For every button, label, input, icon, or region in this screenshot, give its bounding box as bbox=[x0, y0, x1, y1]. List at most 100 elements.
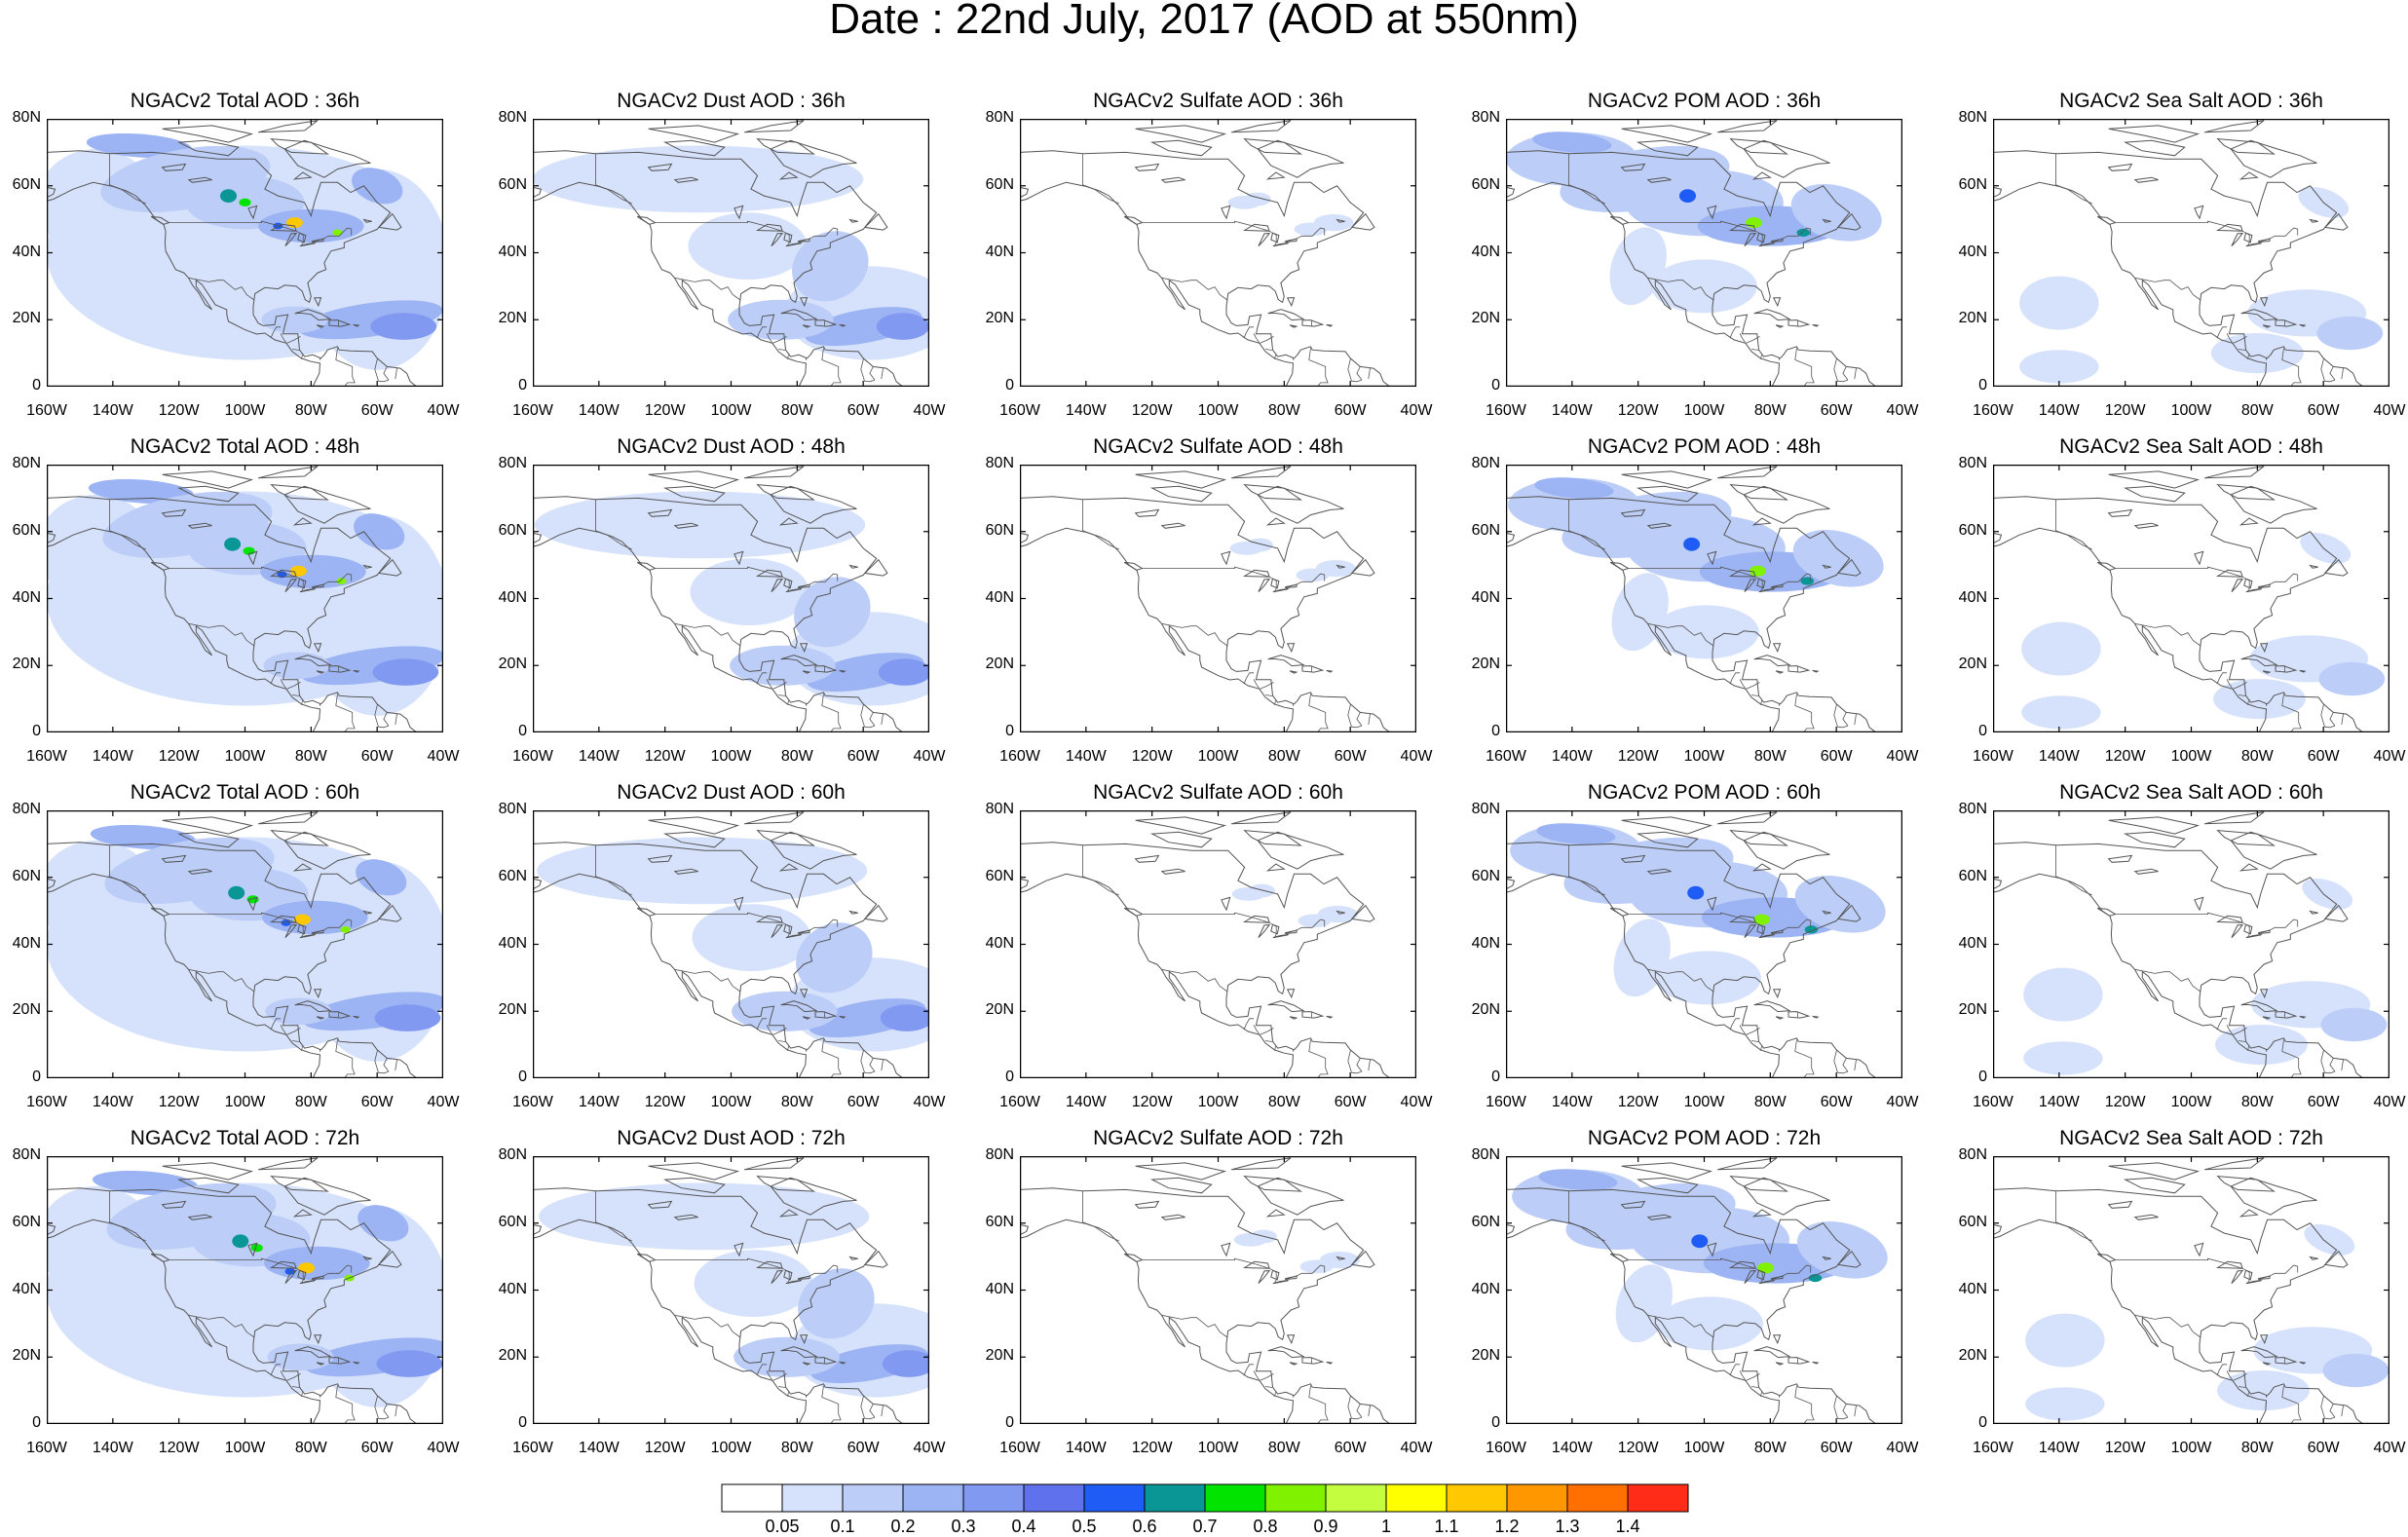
colorbar-swatch bbox=[1627, 1483, 1689, 1513]
aod-patch bbox=[374, 1004, 441, 1031]
lon-label: 160W bbox=[26, 1094, 67, 1110]
lon-label: 60W bbox=[1820, 748, 1853, 765]
lat-label: 20N bbox=[12, 1001, 41, 1019]
lat-label: 40N bbox=[985, 588, 1014, 606]
lat-label: 80N bbox=[12, 455, 41, 471]
colorbar bbox=[721, 1483, 1689, 1513]
lon-label: 40W bbox=[427, 402, 460, 419]
lat-label: 0 bbox=[1005, 377, 1014, 394]
map-panel-sulfate-aod-60h bbox=[1020, 810, 1416, 1078]
lat-label: 0 bbox=[1005, 1414, 1014, 1431]
lon-label: 120W bbox=[1617, 1094, 1659, 1110]
aod-field bbox=[2021, 532, 2386, 730]
lon-label: 160W bbox=[1973, 1440, 2013, 1456]
lon-label: 100W bbox=[1683, 1094, 1725, 1110]
lon-label: 120W bbox=[158, 1094, 200, 1110]
colorbar-swatch bbox=[962, 1483, 1025, 1513]
lat-label: 0 bbox=[1978, 377, 1987, 394]
lon-label: 140W bbox=[578, 1094, 620, 1110]
aod-patch bbox=[2316, 316, 2384, 351]
lat-label: 80N bbox=[985, 109, 1014, 126]
lat-label: 20N bbox=[985, 656, 1014, 673]
lat-label: 60N bbox=[985, 175, 1014, 193]
lon-label: 80W bbox=[294, 748, 327, 765]
aod-patch bbox=[2019, 276, 2099, 330]
lat-label: 0 bbox=[1978, 723, 1987, 739]
lon-label: 40W bbox=[1400, 748, 1433, 765]
lon-label: 120W bbox=[644, 748, 686, 765]
map-panel-dust-aod-36h bbox=[533, 119, 929, 387]
lon-label: 120W bbox=[1617, 748, 1659, 765]
aod-patch bbox=[262, 900, 368, 935]
lon-label: 60W bbox=[847, 1440, 880, 1456]
lon-label: 140W bbox=[1551, 1440, 1593, 1456]
aod-patch bbox=[730, 645, 836, 686]
figure-title: Date : 22nd July, 2017 (AOD at 550nm) bbox=[829, 0, 1579, 43]
lat-label: 60N bbox=[498, 1213, 527, 1230]
aod-patch bbox=[694, 1250, 813, 1317]
aod-patch bbox=[728, 299, 834, 340]
lat-label: 0 bbox=[1491, 1068, 1500, 1085]
lat-label: 60N bbox=[985, 1213, 1014, 1230]
lon-label: 80W bbox=[1753, 1440, 1787, 1456]
aod-field bbox=[47, 478, 443, 716]
lat-label: 60N bbox=[498, 175, 527, 193]
colorbar-swatch bbox=[1385, 1483, 1448, 1513]
aod-patch bbox=[370, 313, 437, 340]
map-panel-sulfate-aod-48h bbox=[1020, 465, 1416, 732]
coastlines bbox=[1506, 120, 1877, 387]
coastlines bbox=[1506, 1157, 1877, 1424]
lon-label: 140W bbox=[1065, 748, 1107, 765]
lon-label: 40W bbox=[2373, 1440, 2406, 1456]
colorbar-label: 1.1 bbox=[1434, 1517, 1459, 1536]
lon-label: 80W bbox=[1753, 402, 1787, 419]
colorbar-swatch bbox=[842, 1483, 904, 1513]
coastlines bbox=[533, 120, 904, 387]
lon-label: 60W bbox=[2307, 1440, 2340, 1456]
colorbar-swatch bbox=[721, 1483, 783, 1513]
aod-patch bbox=[376, 1350, 443, 1377]
lon-label: 120W bbox=[644, 1440, 686, 1456]
lon-label: 160W bbox=[26, 748, 67, 765]
lat-label: 80N bbox=[1471, 109, 1500, 126]
aod-patch bbox=[2210, 333, 2304, 374]
lon-label: 60W bbox=[847, 748, 880, 765]
aod-patch bbox=[1792, 530, 1884, 587]
lon-label: 140W bbox=[92, 1094, 133, 1110]
coastlines bbox=[1020, 811, 1391, 1078]
lat-label: 60N bbox=[498, 521, 527, 539]
lon-label: 40W bbox=[1886, 1094, 1919, 1110]
aod-patch bbox=[298, 1262, 316, 1274]
lat-label: 80N bbox=[1471, 801, 1500, 817]
lon-label: 160W bbox=[999, 748, 1040, 765]
aod-patch bbox=[876, 313, 929, 340]
map-panel-total-aod-60h bbox=[47, 810, 443, 1078]
panel-title-sulfate-aod-48h: NGACv2 Sulfate AOD : 48h bbox=[1093, 435, 1343, 458]
aod-patch bbox=[2025, 1387, 2105, 1421]
lon-label: 100W bbox=[2170, 1094, 2212, 1110]
map-panel-sea-salt-aod-36h bbox=[1993, 119, 2389, 387]
lat-label: 80N bbox=[12, 1146, 41, 1163]
lon-label: 60W bbox=[1334, 748, 1367, 765]
coastlines bbox=[1993, 120, 2364, 387]
lon-label: 160W bbox=[1973, 748, 2013, 765]
aod-patch bbox=[281, 919, 291, 926]
aod-patch bbox=[1655, 951, 1761, 1005]
aod-patch bbox=[372, 658, 439, 686]
lon-label: 40W bbox=[427, 1440, 460, 1456]
lon-label: 80W bbox=[1753, 1094, 1787, 1110]
lon-label: 160W bbox=[26, 1440, 67, 1456]
lon-label: 140W bbox=[92, 402, 133, 419]
lat-label: 60N bbox=[12, 1213, 41, 1230]
lat-label: 40N bbox=[498, 588, 527, 606]
lon-label: 160W bbox=[999, 402, 1040, 419]
lon-label: 40W bbox=[913, 1440, 946, 1456]
lon-label: 100W bbox=[2170, 748, 2212, 765]
lon-label: 60W bbox=[2307, 1094, 2340, 1110]
colorbar-label: 0.7 bbox=[1192, 1517, 1218, 1536]
lon-label: 40W bbox=[2373, 1094, 2406, 1110]
lat-label: 80N bbox=[985, 455, 1014, 471]
lat-label: 20N bbox=[985, 1001, 1014, 1019]
map-panel-pom-aod-60h bbox=[1506, 810, 1902, 1078]
aod-patch bbox=[882, 1350, 929, 1377]
